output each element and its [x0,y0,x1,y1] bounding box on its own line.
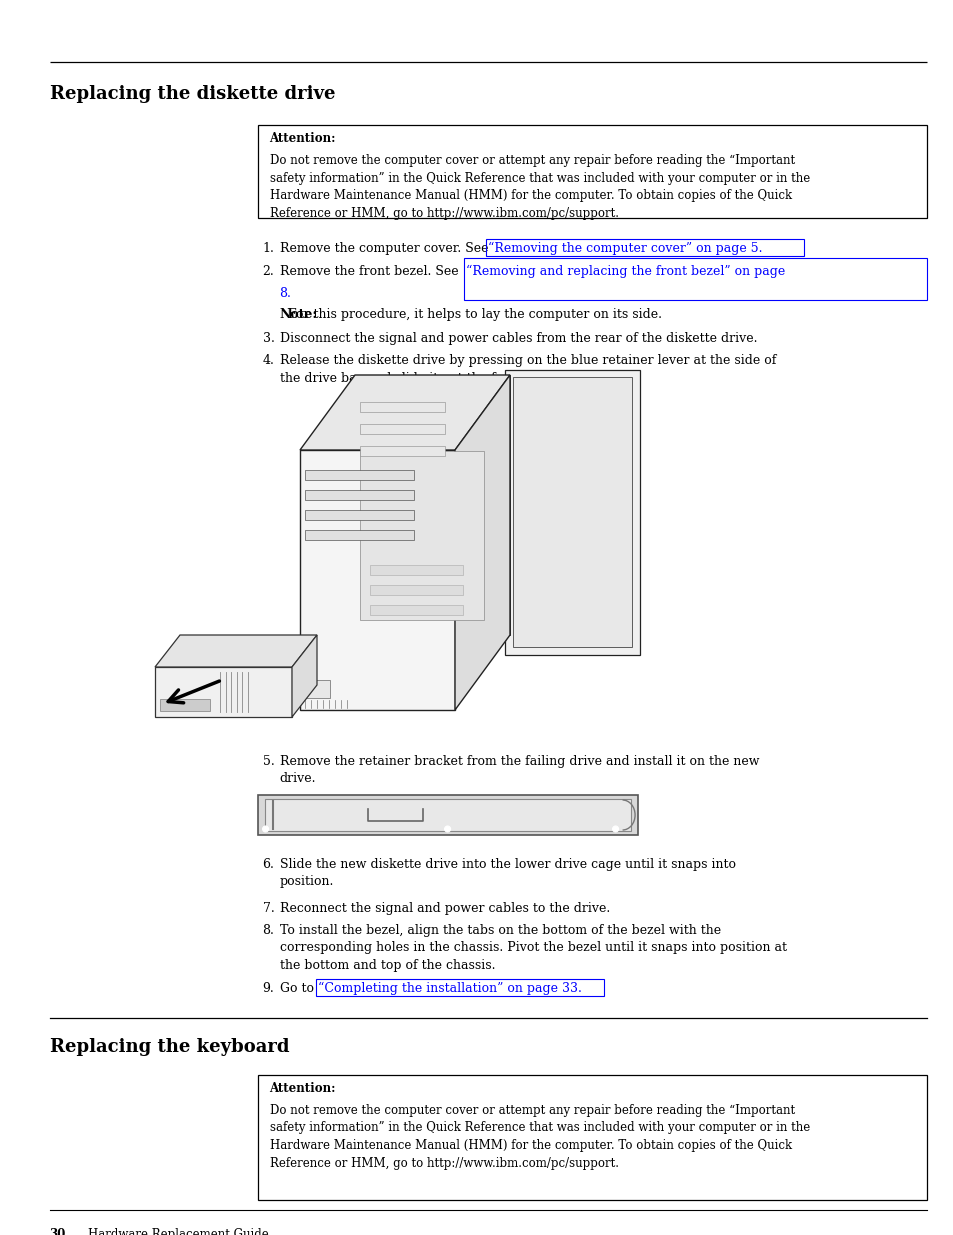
Text: Replacing the diskette drive: Replacing the diskette drive [50,85,335,103]
Text: Do not remove the computer cover or attempt any repair before reading the “Impor: Do not remove the computer cover or atte… [270,1104,809,1170]
Bar [305,510,413,520]
Text: “Removing and replacing the front bezel” on page: “Removing and replacing the front bezel”… [465,266,784,278]
Text: 9.: 9. [262,982,274,995]
Text: 30: 30 [50,1228,66,1235]
Text: Note:: Note: [279,308,317,321]
Text: 4.: 4. [262,354,274,367]
Bar [370,585,462,595]
Bar [257,795,637,835]
Bar [370,564,462,576]
Text: Slide the new diskette drive into the lower drive cage until it snaps into
posit: Slide the new diskette drive into the lo… [279,858,735,888]
Text: For this procedure, it helps to lay the computer on its side.: For this procedure, it helps to lay the … [279,308,660,321]
Text: To install the bezel, align the tabs on the bottom of the bezel with the
corresp: To install the bezel, align the tabs on … [279,924,786,972]
Bar [359,446,445,456]
Text: “Removing the computer cover” on page 5.: “Removing the computer cover” on page 5. [487,242,761,256]
Bar [160,699,210,711]
Polygon shape [292,635,316,718]
Text: Reconnect the signal and power cables to the drive.: Reconnect the signal and power cables to… [279,902,609,915]
Bar [359,424,445,433]
Text: 6.: 6. [262,858,274,871]
Text: Remove the retainer bracket from the failing drive and install it on the new
dri: Remove the retainer bracket from the fai… [279,755,759,785]
Bar [370,605,462,615]
Circle shape [612,826,618,832]
Bar [305,680,330,698]
Text: 7.: 7. [262,902,274,915]
Circle shape [262,826,269,832]
Circle shape [444,826,450,832]
Text: Go to: Go to [279,982,317,995]
Polygon shape [504,370,639,655]
Bar [485,240,802,256]
Bar [257,1074,926,1200]
Text: Hardware Replacement Guide: Hardware Replacement Guide [88,1228,268,1235]
Polygon shape [299,375,510,450]
Text: 3.: 3. [262,332,274,345]
Text: 1.: 1. [262,242,274,254]
Polygon shape [299,450,455,710]
Bar [305,471,413,480]
Polygon shape [154,635,316,667]
Polygon shape [154,667,292,718]
Text: 5.: 5. [262,755,274,768]
Bar [359,451,483,620]
Polygon shape [355,375,510,635]
Text: Attention:: Attention: [270,1082,335,1095]
Polygon shape [455,375,510,710]
Bar [359,403,445,412]
Bar [463,258,926,300]
Text: Disconnect the signal and power cables from the rear of the diskette drive.: Disconnect the signal and power cables f… [279,332,757,345]
Text: 8.: 8. [262,924,274,937]
Bar [305,530,413,540]
Text: “Completing the installation” on page 33.: “Completing the installation” on page 33… [317,982,580,995]
Bar [315,978,603,995]
Bar [257,125,926,219]
Text: Release the diskette drive by pressing on the blue retainer lever at the side of: Release the diskette drive by pressing o… [279,354,775,384]
Text: Attention:: Attention: [270,132,335,144]
Text: Do not remove the computer cover or attempt any repair before reading the “Impor: Do not remove the computer cover or atte… [270,154,809,220]
Polygon shape [513,377,631,647]
Text: Replacing the keyboard: Replacing the keyboard [50,1037,289,1056]
Bar [305,490,413,500]
Text: 2.: 2. [262,266,274,278]
Text: 8.: 8. [279,287,292,300]
Bar [264,799,630,831]
Text: Remove the front bezel. See: Remove the front bezel. See [279,266,461,278]
Text: Remove the computer cover. See: Remove the computer cover. See [279,242,492,254]
